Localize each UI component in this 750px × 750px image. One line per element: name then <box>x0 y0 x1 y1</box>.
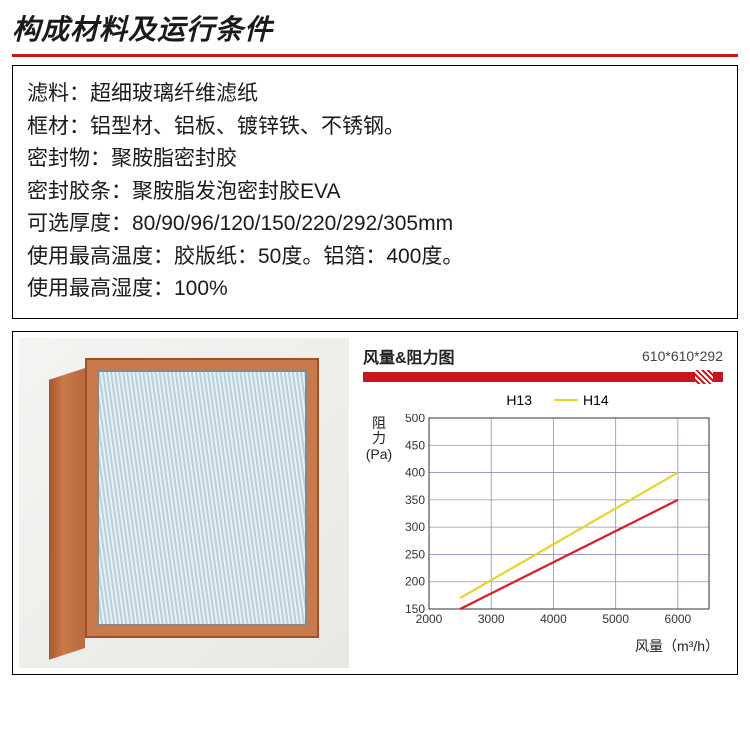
spec-line: 密封胶条：聚胺脂发泡密封胶EVA <box>27 176 723 209</box>
legend-label: H14 <box>583 392 609 408</box>
chart-accent-bar <box>363 372 723 382</box>
y-axis-label: 阻 力 (Pa) <box>363 414 395 462</box>
product-image <box>19 338 349 668</box>
spec-line: 使用最高湿度：100% <box>27 273 723 306</box>
svg-text:450: 450 <box>405 438 425 452</box>
legend-swatch <box>477 399 501 402</box>
title-bar: 构成材料及运行条件 <box>12 8 738 57</box>
svg-text:4000: 4000 <box>540 612 567 626</box>
chart-title: 风量&阻力图 <box>363 344 455 368</box>
spec-box: 滤料：超细玻璃纤维滤纸 框材：铝型材、铝板、镀锌铁、不锈钢。 密封物：聚胺脂密封… <box>12 65 738 319</box>
chart-header: 风量&阻力图 610*610*292 <box>363 344 723 368</box>
svg-text:200: 200 <box>405 575 425 589</box>
filter-illustration <box>49 358 319 648</box>
legend-item-h14: H14 <box>554 392 609 408</box>
spec-line: 密封物：聚胺脂密封胶 <box>27 143 723 176</box>
page-title: 构成材料及运行条件 <box>12 8 738 48</box>
chart-area: 风量&阻力图 610*610*292 H13 H14 阻 力 (Pa) <box>359 338 731 668</box>
svg-text:3000: 3000 <box>478 612 505 626</box>
chart-dimensions: 610*610*292 <box>642 348 723 364</box>
svg-text:400: 400 <box>405 465 425 479</box>
spec-line: 滤料：超细玻璃纤维滤纸 <box>27 78 723 111</box>
x-axis-label: 风量（m³/h） <box>395 636 723 656</box>
spec-line: 可选厚度：80/90/96/120/150/220/292/305mm <box>27 208 723 241</box>
bottom-row: 风量&阻力图 610*610*292 H13 H14 阻 力 (Pa) <box>12 331 738 675</box>
svg-text:2000: 2000 <box>416 612 443 626</box>
spec-line: 框材：铝型材、铝板、镀锌铁、不锈钢。 <box>27 111 723 144</box>
legend-item-h13: H13 <box>477 392 532 408</box>
svg-text:250: 250 <box>405 547 425 561</box>
svg-text:350: 350 <box>405 493 425 507</box>
page-container: 构成材料及运行条件 滤料：超细玻璃纤维滤纸 框材：铝型材、铝板、镀锌铁、不锈钢。… <box>0 0 750 683</box>
svg-text:5000: 5000 <box>602 612 629 626</box>
plot-wrap: 阻 力 (Pa) 5004504003503002502001502000300… <box>363 414 723 656</box>
chart-legend: H13 H14 <box>363 392 723 408</box>
svg-text:6000: 6000 <box>665 612 692 626</box>
spec-line: 使用最高温度：胶版纸：50度。铝箔：400度。 <box>27 241 723 274</box>
line-chart: 5004504003503002502001502000300040005000… <box>395 414 715 629</box>
svg-text:300: 300 <box>405 520 425 534</box>
svg-text:500: 500 <box>405 414 425 425</box>
legend-swatch <box>554 399 578 402</box>
legend-label: H13 <box>506 392 532 408</box>
plot-svg-container: 5004504003503002502001502000300040005000… <box>395 414 723 656</box>
